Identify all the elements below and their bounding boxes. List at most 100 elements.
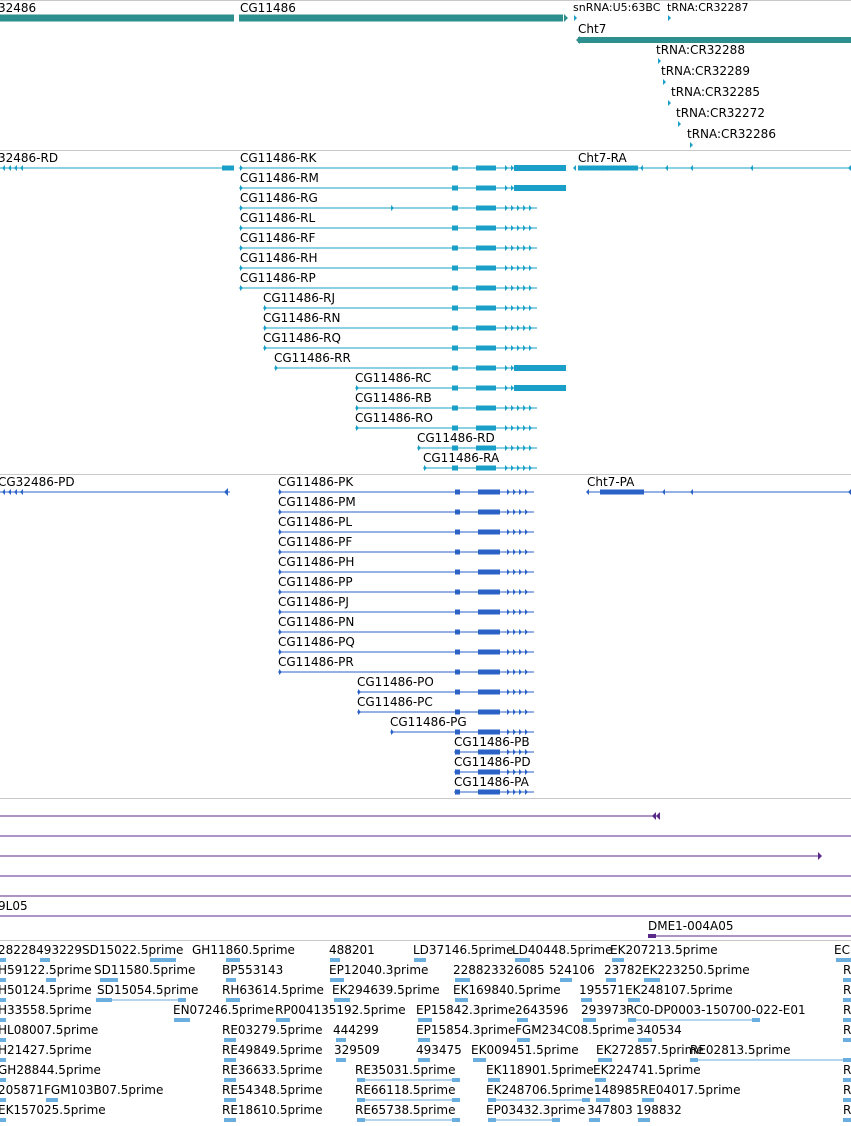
mrna-label[interactable]: CG11486-RG <box>240 191 318 205</box>
feature-label[interactable]: DME1-004A05 <box>648 919 734 933</box>
mrna-label[interactable]: CG11486-RR <box>274 351 351 365</box>
est-label[interactable]: EK294639.5prime <box>332 983 440 997</box>
gene-label[interactable]: tRNA:CR32289 <box>661 64 750 78</box>
mrna-label[interactable]: CG11486-RP <box>240 271 316 285</box>
est-label[interactable]: 340534 <box>636 1023 682 1037</box>
est-label[interactable]: 23782 <box>604 963 643 977</box>
feature-label[interactable]: 9L05 <box>0 899 28 913</box>
protein-label[interactable]: CG11486-PA <box>454 775 529 789</box>
est-label[interactable]: 293973 <box>581 1003 627 1017</box>
mrna-label[interactable]: CG11486-RH <box>240 251 318 265</box>
est-label[interactable]: 329509 <box>334 1043 380 1057</box>
est-label[interactable]: EK272857.5prime <box>596 1043 704 1057</box>
est-label[interactable]: EK223250.5prime <box>642 963 750 977</box>
est-label[interactable]: 198832 <box>636 1103 682 1117</box>
est-label[interactable]: H33558.5prime <box>0 1003 92 1017</box>
est-label[interactable]: R <box>843 1063 851 1077</box>
mrna-label[interactable]: CG11486-RN <box>263 311 341 325</box>
gene-label[interactable]: tRNA:CR32285 <box>671 85 760 99</box>
est-label[interactable]: H50124.5prime <box>0 983 92 997</box>
est-label[interactable]: R <box>843 963 851 977</box>
est-label[interactable]: 195571 <box>579 983 625 997</box>
mrna-label[interactable]: CG11486-RK <box>240 151 317 165</box>
est-label[interactable]: RE04017.5prime <box>640 1083 741 1097</box>
gene-label[interactable]: tRNA:CR32287 <box>667 1 749 14</box>
est-label[interactable]: BP553143 <box>222 963 284 977</box>
gene-label[interactable]: tRNA:CR32272 <box>676 106 765 120</box>
est-label[interactable]: FGM234C08.5prime <box>515 1023 635 1037</box>
mrna-label[interactable]: CG11486-RB <box>355 391 432 405</box>
mrna-label[interactable]: CG11486-RC <box>355 371 432 385</box>
est-label[interactable]: EK009451.5prime <box>471 1043 579 1057</box>
est-label[interactable]: 347803 <box>587 1103 633 1117</box>
mrna-label[interactable]: CG11486-RL <box>240 211 316 225</box>
protein-label[interactable]: CG11486-PN <box>278 615 355 629</box>
protein-label[interactable]: Cht7-PA <box>587 475 635 489</box>
protein-label[interactable]: CG11486-PD <box>454 755 531 769</box>
est-label[interactable]: RE36633.5prime <box>222 1063 323 1077</box>
mrna-label[interactable]: CG11486-RO <box>355 411 433 425</box>
est-label[interactable]: EK169840.5prime <box>453 983 561 997</box>
est-label[interactable]: RE54348.5prime <box>222 1083 323 1097</box>
mrna-label[interactable]: 32486-RD <box>0 151 59 165</box>
est-label[interactable]: EC <box>834 943 850 957</box>
protein-label[interactable]: CG11486-PQ <box>278 635 355 649</box>
est-label[interactable]: H59122.5prime <box>0 963 92 977</box>
est-label[interactable]: EN07246.5prime <box>173 1003 275 1017</box>
est-label[interactable]: 228823326085 <box>453 963 545 977</box>
protein-label[interactable]: CG11486-PC <box>357 695 433 709</box>
mrna-label[interactable]: CG11486-RQ <box>263 331 341 345</box>
est-label[interactable]: 488201 <box>329 943 375 957</box>
est-label[interactable]: RE03279.5prime <box>222 1023 323 1037</box>
protein-label[interactable]: CG32486-PD <box>0 475 75 489</box>
est-label[interactable]: EP15854.3prime <box>416 1023 516 1037</box>
est-label[interactable]: GH11860.5prime <box>192 943 295 957</box>
est-label[interactable]: RE49849.5prime <box>222 1043 323 1057</box>
mrna-label[interactable]: CG11486-RF <box>240 231 316 245</box>
est-label[interactable]: EK207213.5prime <box>610 943 718 957</box>
est-label[interactable]: SD11580.5prime <box>94 963 196 977</box>
mrna-label[interactable]: Cht7-RA <box>578 151 627 165</box>
est-label[interactable]: RE65738.5prime <box>355 1103 456 1117</box>
est-label[interactable]: RE66118.5prime <box>355 1083 456 1097</box>
est-label[interactable]: RE35031.5prime <box>355 1063 456 1077</box>
mrna-label[interactable]: CG11486-RJ <box>263 291 336 305</box>
est-label[interactable]: R <box>843 1023 851 1037</box>
est-label[interactable]: HL08007.5prime <box>0 1023 99 1037</box>
est-label[interactable]: RE02813.5prime <box>690 1043 791 1057</box>
est-label[interactable]: 2643596 <box>515 1003 569 1017</box>
est-label[interactable]: LD40448.5prime <box>512 943 613 957</box>
protein-label[interactable]: CG11486-PO <box>357 675 434 689</box>
est-label[interactable]: R <box>843 983 851 997</box>
gene-label[interactable]: CG11486 <box>240 1 296 15</box>
protein-label[interactable]: CG11486-PF <box>278 535 353 549</box>
est-label[interactable]: R <box>843 1083 851 1097</box>
est-label[interactable]: EP12040.3prime <box>329 963 429 977</box>
est-label[interactable]: 444299 <box>333 1023 379 1037</box>
protein-label[interactable]: CG11486-PL <box>278 515 353 529</box>
est-label[interactable]: EK224741.5prime <box>593 1063 701 1077</box>
gene-label[interactable]: tRNA:CR32288 <box>656 43 745 57</box>
protein-label[interactable]: CG11486-PR <box>278 655 354 669</box>
est-label[interactable]: R <box>843 1103 851 1117</box>
mrna-label[interactable]: CG11486-RA <box>423 451 500 465</box>
est-label[interactable]: H21427.5prime <box>0 1043 92 1057</box>
est-label[interactable]: RH63614.5prime <box>222 983 324 997</box>
protein-label[interactable]: CG11486-PM <box>278 495 356 509</box>
est-label[interactable]: 205871 <box>0 1083 44 1097</box>
est-label[interactable]: R <box>843 1003 851 1017</box>
gene-label[interactable]: Cht7 <box>578 22 607 36</box>
est-label[interactable]: EP03432.3prime <box>486 1103 586 1117</box>
est-label[interactable]: RP004135192.5prime <box>275 1003 406 1017</box>
est-label[interactable]: RE18610.5prime <box>222 1103 323 1117</box>
protein-label[interactable]: CG11486-PG <box>390 715 467 729</box>
est-label[interactable]: 148985 <box>594 1083 640 1097</box>
est-label[interactable]: EK118901.5prime <box>486 1063 594 1077</box>
protein-label[interactable]: CG11486-PK <box>278 475 354 489</box>
est-label[interactable]: SD15054.5prime <box>97 983 199 997</box>
est-label[interactable]: RC0-DP0003-150700-022-E01 <box>626 1003 806 1017</box>
gene-label[interactable]: 32486 <box>0 1 37 15</box>
protein-label[interactable]: CG11486-PP <box>278 575 353 589</box>
gene-label[interactable]: tRNA:CR32286 <box>687 127 776 141</box>
protein-label[interactable]: CG11486-PH <box>278 555 355 569</box>
